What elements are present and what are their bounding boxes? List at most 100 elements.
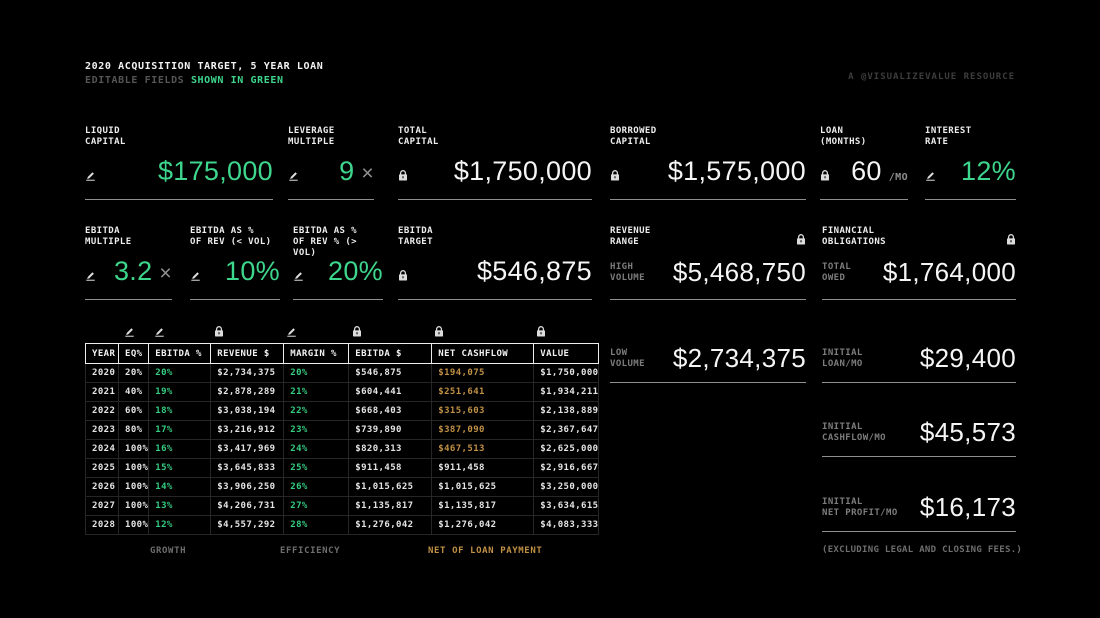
table-cell[interactable]: 18% [148, 401, 212, 421]
ebitda-target-value: $546,875 [476, 256, 592, 286]
leverage-multiple-value[interactable]: 9 [339, 156, 355, 186]
table-row: 2027 100% 13% $4,206,731 27% $1,135,817 $1,135… [85, 496, 600, 516]
table-cell: $3,906,250 [210, 477, 285, 497]
pencil-icon[interactable] [293, 266, 304, 285]
lock-icon [1007, 234, 1015, 245]
field-ebitda-target: EBITDA TARGET $546,875 [398, 226, 592, 300]
table-cell[interactable]: 12% [148, 515, 212, 535]
table-cell[interactable]: 25% [283, 458, 350, 478]
stat-label: LOW VOLUME [610, 347, 645, 369]
table-cell[interactable]: 20% [117, 363, 150, 383]
table-cell[interactable]: 19% [148, 382, 212, 402]
times-symbol: × [361, 162, 374, 185]
table-cell[interactable]: 20% [283, 363, 350, 383]
pencil-icon[interactable] [190, 266, 201, 285]
ebitda-multiple-value[interactable]: 3.2 [113, 256, 153, 286]
table-cell: $315,603 [431, 401, 535, 421]
table-cell: 2028 [85, 515, 119, 535]
table-cell[interactable]: 80% [117, 420, 150, 440]
field-ebitda-rev-low: EBITDA AS % OF REV (< VOL) 10% [190, 226, 280, 300]
pencil-icon[interactable] [286, 322, 297, 341]
table-cell[interactable]: 40% [117, 382, 150, 402]
table-cell[interactable]: 100% [117, 515, 150, 535]
pencil-icon [86, 172, 95, 181]
table-cell: $3,250,000 [533, 477, 600, 497]
lock-icon [398, 266, 408, 285]
table-cell: 2027 [85, 496, 119, 516]
table-cell[interactable]: 14% [148, 477, 212, 497]
per-month-suffix: /MO [888, 172, 908, 183]
projection-table-body: 2020 20% 20% $2,734,375 20% $546,875 $194,075 $… [85, 363, 600, 535]
table-cell[interactable]: 28% [283, 515, 350, 535]
table-cell[interactable]: 100% [117, 458, 150, 478]
field-total-capital: TOTAL CAPITAL $1,750,000 [398, 126, 592, 200]
stat-initial-loan: INITIAL LOAN/MO $29,400 [822, 339, 1016, 383]
ebitda-rev-high-value[interactable]: 20% [328, 256, 383, 286]
pencil-icon[interactable] [124, 322, 135, 341]
total-owed-value: $1,764,000 [882, 257, 1016, 287]
table-cell[interactable]: 22% [283, 401, 350, 421]
table-cell: $820,313 [348, 439, 433, 459]
table-cell: $1,276,042 [348, 515, 433, 535]
table-row: 2025 100% 15% $3,645,833 25% $911,458 $911,458… [85, 458, 600, 478]
table-cell[interactable]: 27% [283, 496, 350, 516]
pencil-icon [287, 328, 296, 337]
table-cell[interactable]: 21% [283, 382, 350, 402]
times-symbol: × [159, 262, 172, 285]
table-cell: $668,403 [348, 401, 433, 421]
liquid-capital-value[interactable]: $175,000 [157, 156, 273, 186]
table-cell[interactable]: 15% [148, 458, 212, 478]
credit-text: A @VISUALIZEVALUE RESOURCE [848, 72, 1015, 82]
table-cell: $3,634,615 [533, 496, 600, 516]
table-cell[interactable]: 100% [117, 439, 150, 459]
table-cell: $1,015,625 [348, 477, 433, 497]
table-cell: $546,875 [348, 363, 433, 383]
field-revenue-range: REVENUE RANGE HIGH VOLUME $5,468,750 [610, 226, 806, 300]
pencil-icon [155, 328, 164, 337]
table-cell: $4,206,731 [210, 496, 285, 516]
total-capital-value: $1,750,000 [453, 156, 592, 186]
high-volume-value: $5,468,750 [672, 257, 806, 287]
projection-table: YEAR EQ% EBITDA % REVENUE $ MARGIN % EBITDA $… [85, 343, 600, 535]
table-cell[interactable]: 23% [283, 420, 350, 440]
field-label: INTEREST RATE [925, 126, 972, 147]
pencil-icon [289, 172, 298, 181]
table-cell: $2,625,000 [533, 439, 600, 459]
footer-label-efficiency: EFFICIENCY [280, 546, 341, 556]
low-volume-value: $2,734,375 [672, 343, 806, 373]
interest-rate-value[interactable]: 12% [961, 156, 1016, 186]
table-row: 2026 100% 14% $3,906,250 26% $1,015,625 $1,015… [85, 477, 600, 497]
pencil-icon [926, 172, 935, 181]
pencil-icon[interactable] [925, 166, 936, 185]
table-cell[interactable]: 26% [283, 477, 350, 497]
footer-label-net-of-loan: NET OF LOAN PAYMENT [428, 546, 543, 556]
table-cell[interactable]: 13% [148, 496, 212, 516]
table-row: 2023 80% 17% $3,216,912 23% $739,890 $387,090 $… [85, 420, 600, 440]
ebitda-rev-low-value[interactable]: 10% [225, 256, 280, 286]
table-cell: $194,075 [431, 363, 535, 383]
field-label: EBITDA AS % OF REV (< VOL) [190, 226, 272, 247]
column-header: REVENUE $ [210, 343, 285, 364]
pencil-icon[interactable] [85, 266, 96, 285]
table-cell[interactable]: 16% [148, 439, 212, 459]
field-label: FINANCIAL OBLIGATIONS [822, 226, 887, 247]
lock-icon [796, 230, 806, 249]
table-cell[interactable]: 24% [283, 439, 350, 459]
table-cell[interactable]: 17% [148, 420, 212, 440]
table-cell: $2,916,667 [533, 458, 600, 478]
field-leverage-multiple: LEVERAGE MULTIPLE 9 × [288, 126, 374, 200]
pencil-icon[interactable] [154, 322, 165, 341]
pencil-icon[interactable] [85, 166, 96, 185]
lock-icon [352, 322, 362, 341]
pencil-icon[interactable] [288, 166, 299, 185]
lock-icon [797, 234, 805, 245]
table-cell[interactable]: 100% [117, 477, 150, 497]
table-cell: $4,083,333 [533, 515, 600, 535]
table-cell: $2,878,289 [210, 382, 285, 402]
field-financial-obligations: FINANCIAL OBLIGATIONS TOTAL OWED $1,764,0… [822, 226, 1016, 300]
table-cell: $1,750,000 [533, 363, 600, 383]
table-cell[interactable]: 60% [117, 401, 150, 421]
table-cell[interactable]: 100% [117, 496, 150, 516]
table-cell[interactable]: 20% [148, 363, 212, 383]
column-header: EQ% [117, 343, 150, 364]
